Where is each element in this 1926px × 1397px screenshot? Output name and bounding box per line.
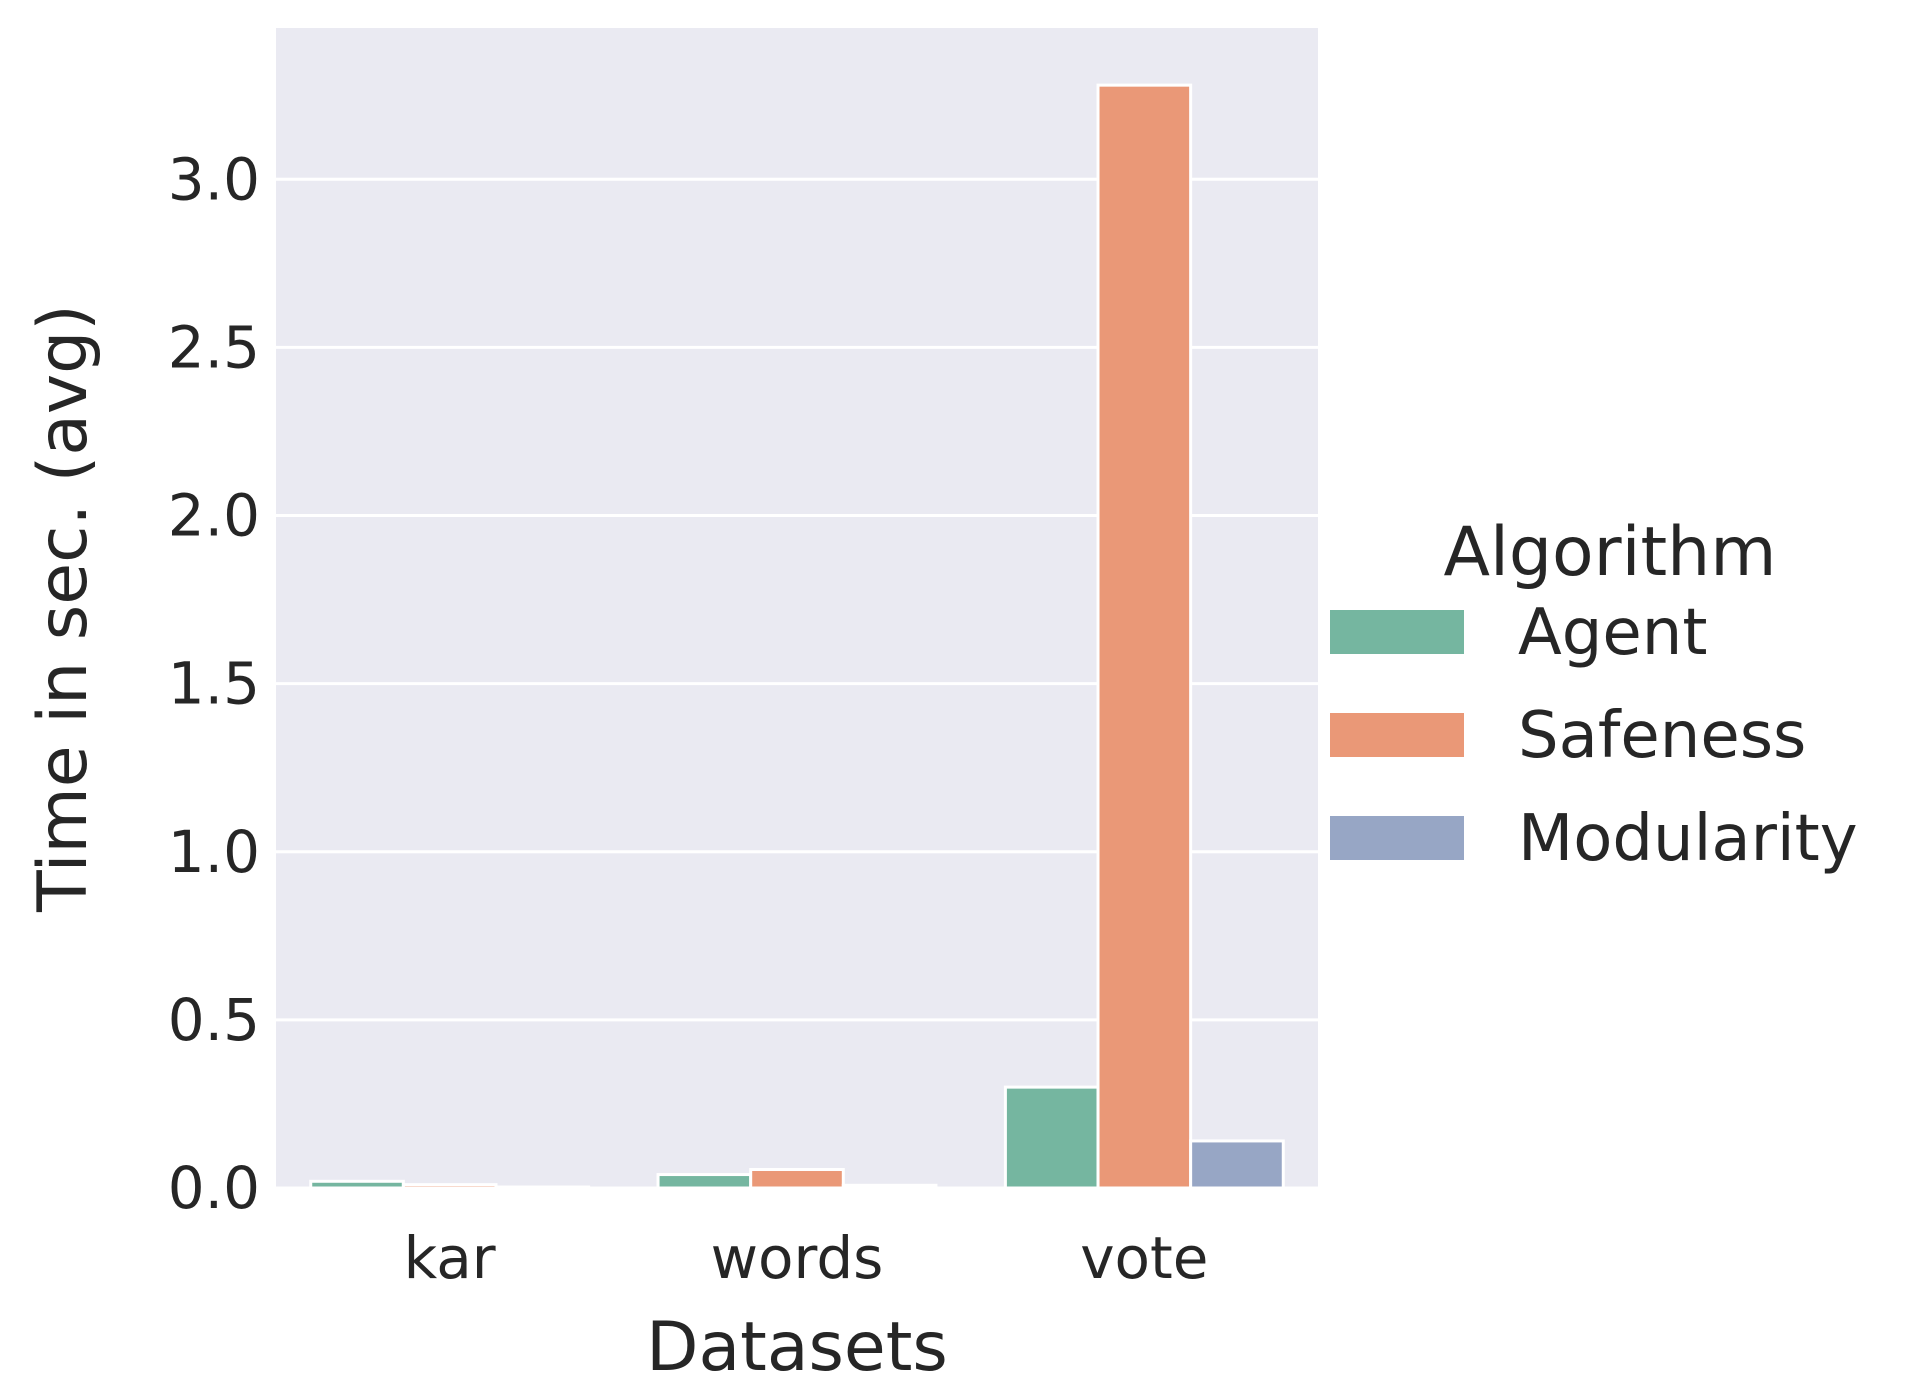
bar-safeness-vote <box>1096 83 1193 1190</box>
y-tick-label: 0.5 <box>168 986 260 1054</box>
legend-title: Algorithm <box>1443 513 1776 592</box>
legend-swatch-safeness <box>1330 713 1464 757</box>
bar-modularity-vote <box>1189 1139 1285 1190</box>
x-tick-label: kar <box>404 1224 496 1292</box>
y-tick-label: 2.5 <box>168 313 260 381</box>
y-axis-title: Time in sec. (avg) <box>24 304 103 913</box>
bar-modularity-kar <box>494 1185 591 1190</box>
y-tick-label: 1.0 <box>168 818 260 886</box>
y-tick-label: 3.0 <box>168 145 260 213</box>
bar-agent-vote <box>1003 1085 1100 1190</box>
legend-label-modularity: Modularity <box>1518 802 1858 876</box>
legend: Algorithm Agent Safeness Modularity <box>1330 513 1858 876</box>
legend-swatch-agent <box>1330 610 1464 654</box>
x-tick-label: words <box>711 1224 884 1292</box>
bars <box>309 83 1285 1190</box>
bar-safeness-kar <box>401 1183 498 1190</box>
bar-modularity-words <box>841 1183 938 1190</box>
legend-label-safeness: Safeness <box>1518 699 1806 773</box>
y-tick-label: 1.5 <box>168 650 260 718</box>
y-tick-labels: 0.0 0.5 1.0 1.5 2.0 2.5 3.0 <box>168 145 260 1222</box>
x-axis-title: Datasets <box>646 1308 948 1387</box>
bar-agent-kar <box>309 1179 405 1190</box>
x-tick-labels: kar words vote <box>404 1224 1209 1292</box>
bar-agent-words <box>656 1173 753 1190</box>
legend-swatch-modularity <box>1330 816 1464 860</box>
legend-label-agent: Agent <box>1518 596 1707 670</box>
y-tick-label: 0.0 <box>168 1154 260 1222</box>
y-tick-label: 2.0 <box>168 482 260 550</box>
bar-safeness-words <box>749 1168 845 1190</box>
x-tick-label: vote <box>1080 1224 1208 1292</box>
